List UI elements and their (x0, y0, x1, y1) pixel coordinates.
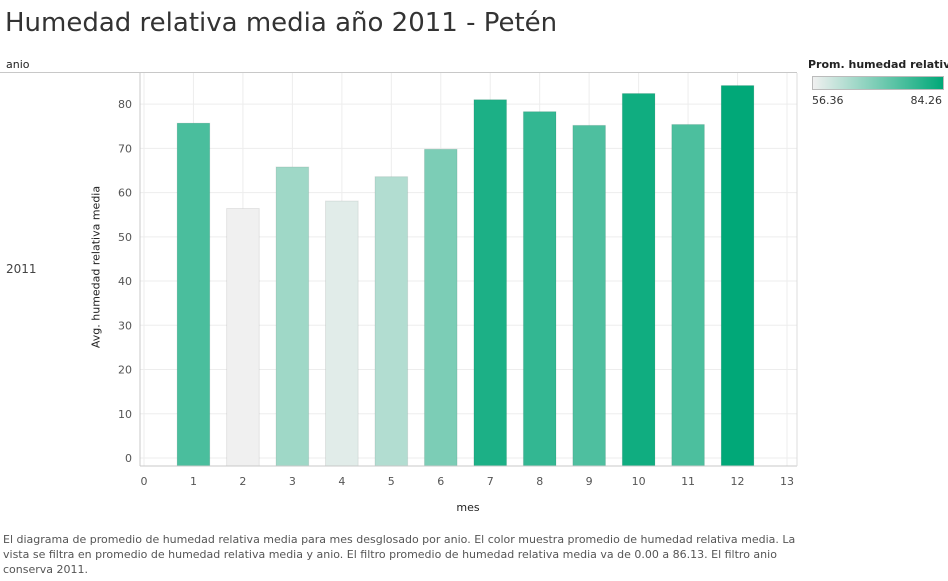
chart-caption: El diagrama de promedio de humedad relat… (3, 533, 796, 576)
legend-max-label: 84.26 (910, 94, 943, 107)
bar-month-11[interactable] (671, 123, 705, 467)
bar-month-2[interactable] (226, 208, 260, 467)
row-value-year: 2011 (6, 262, 37, 276)
bar-month-10[interactable] (621, 93, 656, 467)
legend-title[interactable]: Prom. humedad relativ.. (808, 58, 948, 71)
x-tick-label: 10 (632, 475, 646, 488)
bar-month-4[interactable] (325, 200, 359, 467)
legend-color-gradient (812, 76, 944, 90)
x-axis-label: mes (456, 501, 480, 514)
y-tick-label: 80 (118, 98, 132, 111)
legend-min-label: 56.36 (812, 94, 844, 107)
y-tick-label: 70 (118, 142, 132, 155)
bar-month-8[interactable] (522, 111, 557, 467)
bar-month-7[interactable] (473, 99, 508, 467)
bar-month-3[interactable] (275, 166, 310, 467)
x-tick-label: 1 (190, 475, 197, 488)
y-tick-label: 50 (118, 231, 132, 244)
y-axis-label: Avg. humedad relativa media (89, 185, 103, 349)
bar-month-12[interactable] (720, 85, 755, 467)
bar-month-5[interactable] (374, 176, 409, 467)
row-header-anio: anio (6, 58, 30, 71)
page-title: Humedad relativa media año 2011 - Petén (5, 8, 558, 38)
bars (176, 85, 755, 467)
y-tick-label: 40 (118, 275, 132, 288)
bar-month-9[interactable] (572, 124, 606, 467)
x-tick-label: 4 (338, 475, 345, 488)
x-tick-label: 12 (731, 475, 745, 488)
bar-month-1[interactable] (176, 122, 211, 467)
x-tick-label: 5 (388, 475, 395, 488)
y-tick-label: 10 (118, 408, 132, 421)
x-tick-label: 0 (141, 475, 148, 488)
bar-month-6[interactable] (423, 148, 458, 467)
x-tick-label: 8 (536, 475, 543, 488)
y-tick-label: 0 (125, 452, 132, 465)
x-tick-label: 6 (437, 475, 444, 488)
y-tick-label: 30 (118, 319, 132, 332)
x-tick-label: 3 (289, 475, 296, 488)
x-tick-label: 2 (239, 475, 246, 488)
header-divider (0, 72, 797, 73)
y-tick-label: 20 (118, 364, 132, 377)
x-tick-label: 11 (681, 475, 695, 488)
y-tick-label: 60 (118, 187, 132, 200)
x-tick-label: 9 (586, 475, 593, 488)
x-tick-label: 13 (780, 475, 794, 488)
x-tick-label: 7 (487, 475, 494, 488)
